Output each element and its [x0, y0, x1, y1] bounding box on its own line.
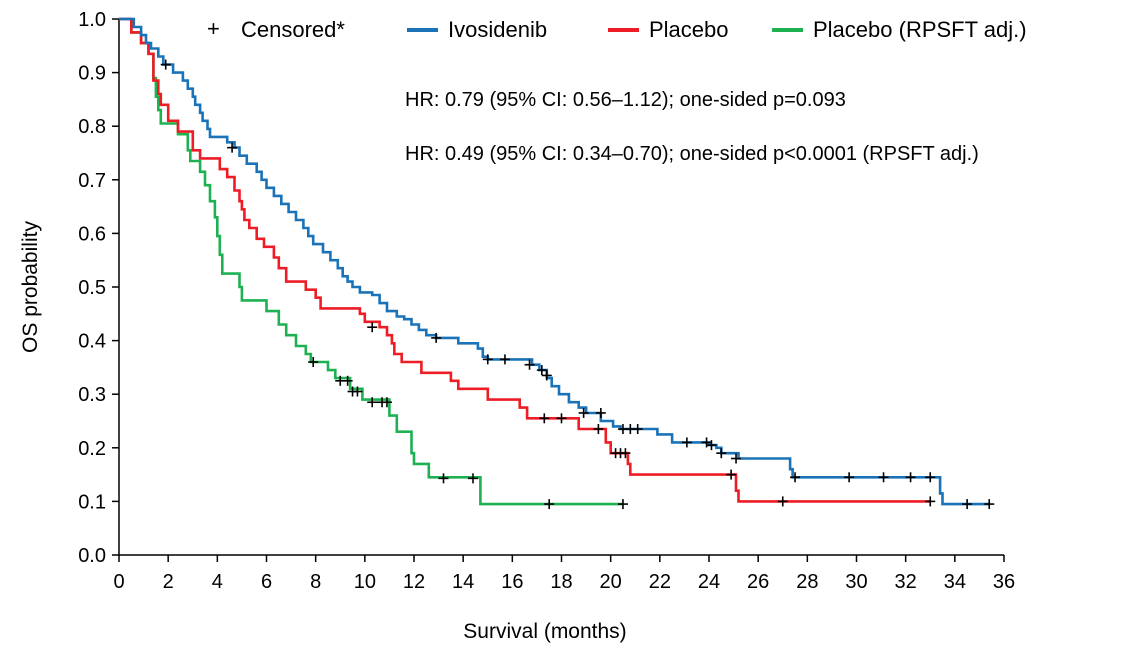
censor-mark-ivosidenib	[541, 370, 552, 381]
x-tick-label: 28	[796, 571, 818, 593]
legend-label-placebo-rpsft: Placebo (RPSFT adj.)	[813, 17, 1027, 42]
x-tick-label: 22	[649, 571, 671, 593]
censor-mark-ivosidenib	[681, 437, 692, 448]
legend-censored-label: Censored*	[241, 17, 345, 42]
x-tick-label: 10	[354, 571, 376, 593]
x-ticks: 0 2 4 6 8 10 12 14 16 18 20 22 24 26 28 30 32 34 36	[113, 555, 1015, 593]
censor-mark-placebo-rpsft	[438, 473, 449, 484]
x-tick-label: 14	[452, 571, 474, 593]
legend-label-placebo: Placebo	[649, 17, 729, 42]
x-tick-label: 34	[944, 571, 966, 593]
censor-mark-ivosidenib	[925, 472, 936, 483]
curve-placebo	[119, 17, 931, 503]
censor-mark-ivosidenib	[227, 142, 238, 153]
censor-mark-ivosidenib	[431, 332, 442, 343]
x-tick-label: 24	[698, 571, 720, 593]
y-tick-label: 0.4	[78, 331, 106, 353]
x-tick-label: 30	[845, 571, 867, 593]
x-tick-label: 4	[212, 571, 223, 593]
censor-mark-placebo-rpsft	[468, 473, 478, 484]
x-tick-label: 8	[310, 571, 321, 593]
censor-mark-ivosidenib	[905, 472, 916, 483]
legend: + Censored* Ivosidenib Placebo Placebo (…	[207, 16, 1027, 42]
y-tick-label: 0.8	[78, 116, 106, 138]
censor-mark-placebo-rpsft	[352, 386, 363, 397]
x-tick-label: 18	[550, 571, 572, 593]
y-tick-label: 0.7	[78, 170, 106, 192]
x-axis-label: Survival (months)	[463, 620, 626, 643]
censor-mark-ivosidenib	[524, 359, 535, 370]
y-tick-label: 0.6	[78, 223, 106, 245]
y-tick-label: 0.3	[78, 384, 106, 406]
censor-mark-ivosidenib	[790, 472, 801, 483]
y-tick-label: 0.9	[78, 63, 106, 85]
censor-mark-placebo	[367, 322, 378, 333]
censor-mark-placebo-rpsft	[308, 357, 319, 368]
censor-mark-placebo	[593, 424, 604, 435]
censor-mark-placebo-rpsft	[342, 375, 353, 386]
censor-mark-ivosidenib	[536, 365, 547, 376]
x-tick-label: 0	[113, 571, 124, 593]
legend-censored-symbol: +	[207, 16, 220, 41]
y-tick-label: 0.5	[78, 277, 106, 299]
y-tick-label: 0.0	[78, 545, 106, 567]
censor-mark-placebo	[556, 413, 567, 424]
censor-mark-ivosidenib	[844, 472, 855, 483]
censor-mark-placebo-rpsft	[617, 499, 628, 510]
censor-mark-placebo	[726, 469, 737, 480]
censor-mark-placebo-rpsft	[544, 499, 555, 510]
x-tick-label: 6	[261, 571, 272, 593]
x-tick-label: 36	[993, 571, 1015, 593]
censor-mark-placebo	[925, 496, 936, 507]
annotation-hr-itt: HR: 0.79 (95% CI: 0.56–1.12); one-sided …	[405, 89, 846, 111]
x-tick-label: 16	[501, 571, 523, 593]
curve-ivosidenib	[119, 17, 990, 506]
censor-mark-ivosidenib	[962, 499, 973, 510]
censor-mark-ivosidenib	[716, 448, 727, 459]
censor-marks	[160, 59, 995, 510]
censor-mark-ivosidenib	[578, 407, 589, 418]
censor-mark-placebo	[777, 496, 788, 507]
y-axis-label: OS probability	[19, 221, 42, 353]
x-tick-label: 32	[895, 571, 917, 593]
y-tick-label: 0.1	[78, 491, 106, 513]
x-tick-label: 12	[403, 571, 425, 593]
censor-mark-ivosidenib	[499, 354, 510, 365]
censor-mark-ivosidenib	[595, 407, 606, 418]
y-tick-label: 0.2	[78, 438, 106, 460]
censor-mark-placebo-rpsft	[367, 397, 378, 408]
x-tick-label: 20	[600, 571, 622, 593]
censor-mark-placebo-rpsft	[381, 397, 392, 408]
censor-mark-ivosidenib	[482, 354, 493, 365]
censor-mark-ivosidenib	[632, 424, 643, 435]
annotation-hr-rpsft: HR: 0.49 (95% CI: 0.34–0.70); one-sided …	[405, 143, 979, 165]
censor-mark-ivosidenib	[160, 59, 171, 70]
x-tick-label: 26	[747, 571, 769, 593]
legend-label-ivosidenib: Ivosidenib	[448, 17, 547, 42]
y-tick-label: 1.0	[78, 9, 106, 31]
censor-mark-placebo	[620, 448, 631, 459]
x-tick-label: 2	[163, 571, 174, 593]
censor-mark-ivosidenib	[731, 453, 742, 464]
censor-mark-ivosidenib	[706, 440, 717, 451]
censor-mark-ivosidenib	[984, 499, 995, 510]
censor-mark-placebo	[539, 413, 550, 424]
y-ticks: 0.0 0.1 0.2 0.3 0.4 0.5 0.6 0.7 0.8 0.9 1.0	[78, 9, 119, 567]
censor-mark-ivosidenib	[878, 472, 889, 483]
